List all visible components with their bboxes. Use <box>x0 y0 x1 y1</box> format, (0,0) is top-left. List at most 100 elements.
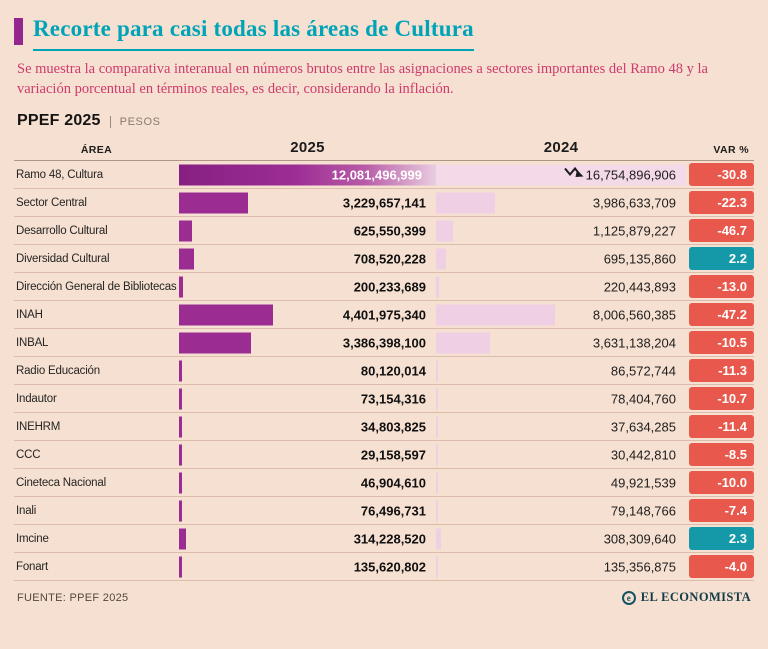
var-badge: -10.0 <box>689 471 754 495</box>
value-2024-cell: 3,631,138,204 <box>436 329 686 356</box>
table-row: Desarrollo Cultural 625,550,399 1,125,87… <box>14 217 754 246</box>
value-2025-cell: 76,496,731 <box>179 497 436 524</box>
value-2025: 135,620,802 <box>353 559 426 575</box>
var-badge: -11.4 <box>689 415 754 439</box>
bar-2024 <box>436 164 686 186</box>
var-cell: -46.7 <box>686 217 754 244</box>
table-header: ÁREA 2025 2024 VAR % <box>14 139 754 162</box>
column-header-2024: 2024 <box>543 139 579 157</box>
infographic: Recorte para casi todas las áreas de Cul… <box>14 16 754 605</box>
bar-2024 <box>436 304 556 326</box>
bar-2024 <box>436 248 447 270</box>
var-badge: -10.5 <box>689 331 754 355</box>
value-2025: 73,154,316 <box>360 391 426 407</box>
var-cell: -4.0 <box>686 553 754 580</box>
value-2024: 49,921,539 <box>610 475 676 491</box>
var-cell: 2.3 <box>686 525 754 552</box>
area-label: INBAL <box>16 336 49 349</box>
bar-2025 <box>179 332 252 354</box>
area-label: Desarrollo Cultural <box>16 224 108 237</box>
area-label: Indautor <box>16 392 57 405</box>
area-label: CCC <box>16 448 41 461</box>
value-2025-cell: 73,154,316 <box>179 385 436 412</box>
decline-arrow-icon <box>563 165 586 184</box>
bar-2025 <box>179 416 183 438</box>
value-2024-cell: 30,442,810 <box>436 441 686 468</box>
value-2025: 625,550,399 <box>353 223 426 239</box>
value-2024-cell: 308,309,640 <box>436 525 686 552</box>
var-cell: -22.3 <box>686 189 754 216</box>
value-2024: 30,442,810 <box>610 447 676 463</box>
var-cell: -13.0 <box>686 273 754 300</box>
area-label: INAH <box>16 308 43 321</box>
value-2025: 34,803,825 <box>360 419 426 435</box>
brand: e EL ECONOMISTA <box>621 590 751 605</box>
header: Recorte para casi todas las áreas de Cul… <box>14 16 754 130</box>
value-2025: 708,520,228 <box>353 251 426 267</box>
var-badge: 2.2 <box>689 247 754 271</box>
table-row: Radio Educación 80,120,014 86,572,744 -1… <box>14 357 754 386</box>
value-2024: 3,986,633,709 <box>592 195 676 211</box>
bar-2024 <box>436 472 438 494</box>
table-row: Dirección General de Bibliotecas 200,233… <box>14 273 754 302</box>
bar-2024 <box>436 444 438 466</box>
bar-2024 <box>436 360 438 382</box>
var-badge: -11.3 <box>689 359 754 383</box>
dataset-label: PPEF 2025 <box>17 112 101 130</box>
value-2024: 220,443,893 <box>603 279 676 295</box>
table-row: Fonart 135,620,802 135,356,875 -4.0 <box>14 553 754 582</box>
value-2025-cell: 3,229,657,141 <box>179 189 436 216</box>
area-label: INEHRM <box>16 420 61 433</box>
value-2024-cell: 1,125,879,227 <box>436 217 686 244</box>
area-label: Fonart <box>16 560 49 573</box>
table-row: Inali 76,496,731 79,148,766 -7.4 <box>14 497 754 526</box>
value-2025-cell: 12,081,496,999 <box>179 161 436 188</box>
value-2024: 135,356,875 <box>603 559 676 575</box>
title-accent-bar <box>14 18 23 45</box>
var-badge: -7.4 <box>689 499 754 523</box>
var-badge: -8.5 <box>689 443 754 467</box>
bar-2025 <box>179 472 183 494</box>
area-label: Diversidad Cultural <box>16 252 110 265</box>
table-row: Ramo 48, Cultura 12,081,496,999 16,754,8… <box>14 161 754 190</box>
value-2024: 8,006,560,385 <box>592 307 676 323</box>
value-2025-cell: 625,550,399 <box>179 217 436 244</box>
var-cell: -7.4 <box>686 497 754 524</box>
value-2024-cell: 135,356,875 <box>436 553 686 580</box>
value-2025: 200,233,689 <box>353 279 426 295</box>
table-row: INBAL 3,386,398,100 3,631,138,204 -10.5 <box>14 329 754 358</box>
value-2025-cell: 4,401,975,340 <box>179 301 436 328</box>
var-cell: -47.2 <box>686 301 754 328</box>
value-2025-cell: 314,228,520 <box>179 525 436 552</box>
value-2025: 46,904,610 <box>360 475 426 491</box>
area-label: Cineteca Nacional <box>16 476 106 489</box>
el-economista-logo-icon: e <box>621 590 636 605</box>
area-label: Dirección General de Bibliotecas <box>16 280 177 293</box>
unit-label: PESOS <box>109 116 161 129</box>
value-2025-cell: 200,233,689 <box>179 273 436 300</box>
dataset-row: PPEF 2025 PESOS <box>17 112 754 130</box>
budget-table: ÁREA 2025 2024 VAR % Ramo 48, Cultura 12… <box>14 139 754 582</box>
var-cell: -10.0 <box>686 469 754 496</box>
bar-2025 <box>179 192 248 214</box>
var-cell: -10.5 <box>686 329 754 356</box>
value-2025: 76,496,731 <box>360 503 426 519</box>
bar-2024 <box>436 556 439 578</box>
bar-2024 <box>436 416 438 438</box>
bar-2025 <box>179 304 273 326</box>
value-2024: 86,572,744 <box>610 363 676 379</box>
bar-2024 <box>436 388 438 410</box>
value-2025: 80,120,014 <box>360 363 426 379</box>
value-2025: 3,229,657,141 <box>342 195 426 211</box>
value-2024-cell: 695,135,860 <box>436 245 686 272</box>
value-2024: 1,125,879,227 <box>592 223 676 239</box>
value-2024-cell: 86,572,744 <box>436 357 686 384</box>
value-2025: 12,081,496,999 <box>331 167 422 183</box>
value-2025-cell: 34,803,825 <box>179 413 436 440</box>
bar-2025 <box>179 276 184 298</box>
value-2024: 695,135,860 <box>603 251 676 267</box>
bar-2024 <box>436 276 440 298</box>
bar-2025 <box>179 248 195 270</box>
table-row: Sector Central 3,229,657,141 3,986,633,7… <box>14 189 754 218</box>
value-2025-cell: 29,158,597 <box>179 441 436 468</box>
